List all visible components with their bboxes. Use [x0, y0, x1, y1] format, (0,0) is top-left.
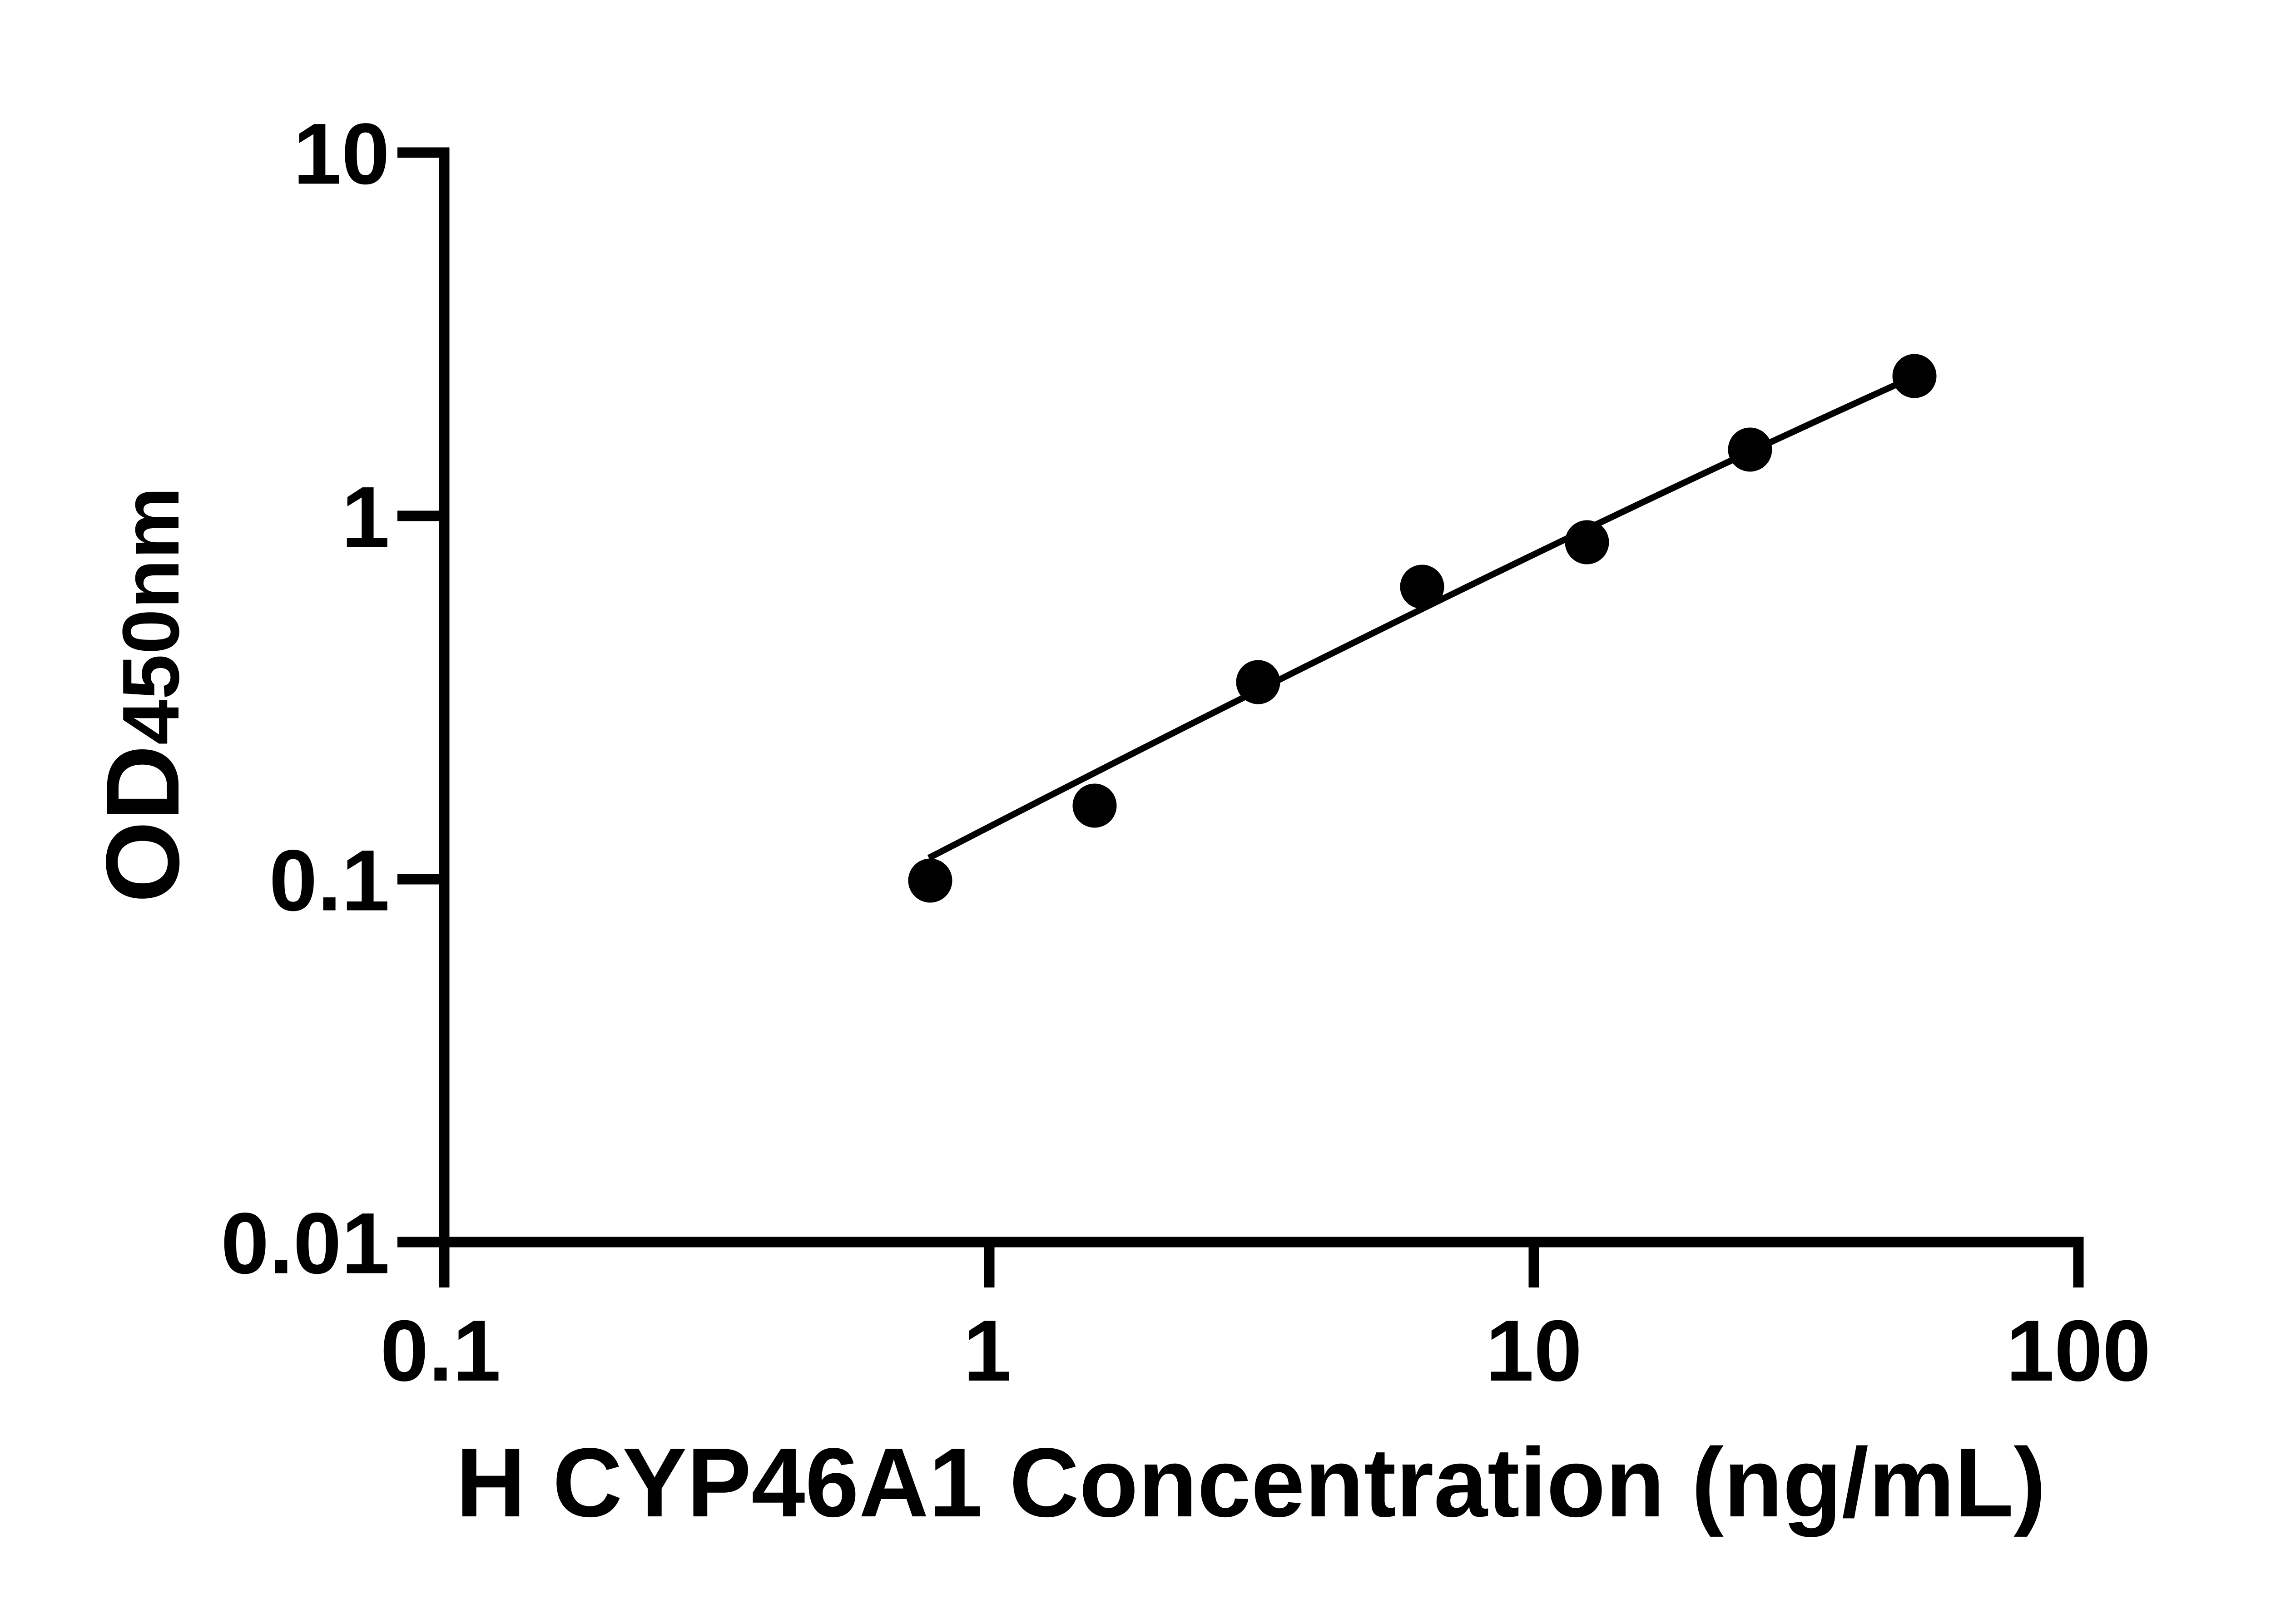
- svg-text:0.1: 0.1: [269, 832, 390, 929]
- svg-text:100: 100: [2006, 1302, 2151, 1399]
- svg-text:10: 10: [1486, 1302, 1582, 1399]
- svg-text:1: 1: [963, 1302, 1012, 1399]
- svg-text:0.01: 0.01: [221, 1195, 390, 1292]
- svg-text:OD450nm: OD450nm: [84, 487, 200, 903]
- svg-text:H CYP46A1 Concentration (ng/mL: H CYP46A1 Concentration (ng/mL): [456, 1428, 2046, 1538]
- svg-text:0.1: 0.1: [380, 1302, 501, 1399]
- svg-text:10: 10: [293, 106, 390, 203]
- svg-text:1: 1: [342, 469, 390, 566]
